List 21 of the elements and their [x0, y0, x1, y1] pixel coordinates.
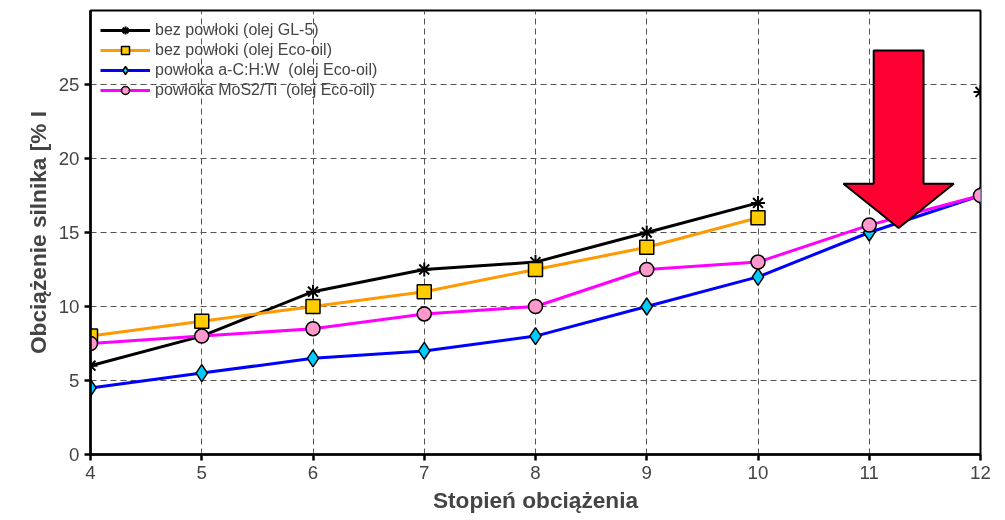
legend-label: powłoka a-C:H:W (olej Eco-oil) [155, 60, 378, 80]
x-tick-label: 9 [641, 461, 652, 483]
x-tick-label: 12 [970, 461, 991, 483]
x-tick-label: 10 [747, 461, 769, 483]
legend-label: powłoka MoS2/Ti (olej Eco-oil) [155, 80, 375, 100]
legend-label: bez powłoki (olej GL-5) [155, 20, 319, 40]
legend-label: bez powłoki (olej Eco-oil) [155, 40, 332, 60]
x-tick-label: 8 [530, 461, 541, 483]
y-axis-title: Obciążenie silnika [% I [24, 110, 51, 355]
x-tick-label: 6 [307, 461, 319, 483]
x-tick-label: 7 [419, 461, 430, 483]
x-tick-label: 4 [85, 461, 96, 483]
x-tick-label: 5 [196, 461, 207, 483]
y-tick-label: 25 [58, 74, 80, 95]
y-tick-label: 20 [58, 148, 80, 169]
y-tick-label: 5 [69, 370, 80, 391]
y-tick-label: 10 [58, 296, 80, 317]
y-tick-label: 15 [58, 222, 80, 243]
x-tick-label: 11 [859, 461, 879, 483]
x-axis-title: Stopień obciążenia [432, 486, 639, 513]
y-tick-label: 0 [69, 444, 80, 465]
